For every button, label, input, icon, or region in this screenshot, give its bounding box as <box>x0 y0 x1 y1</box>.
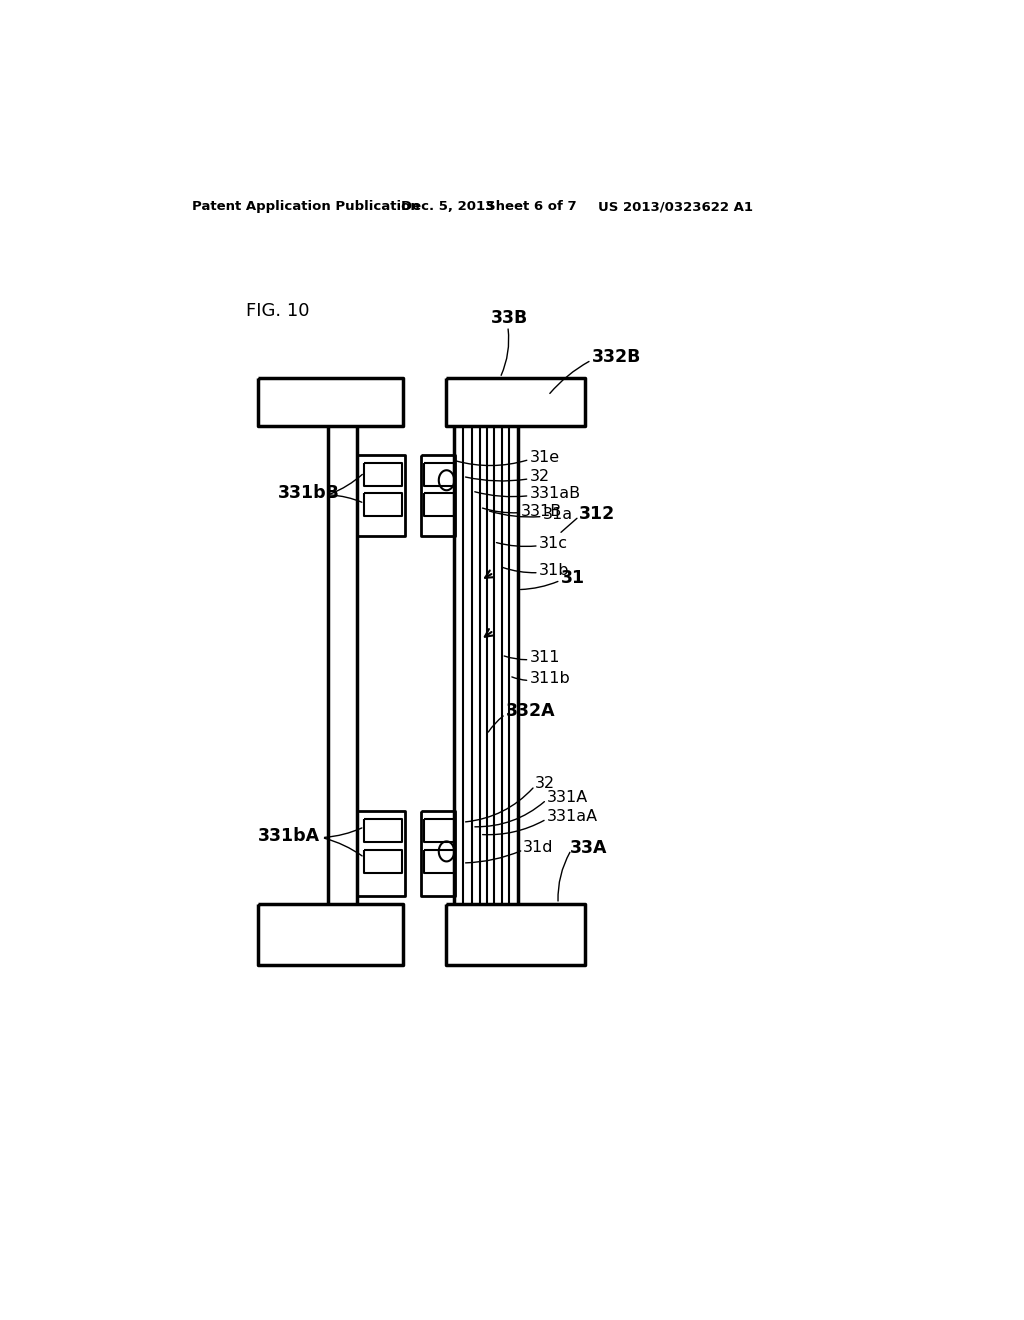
Text: 331aA: 331aA <box>547 809 598 824</box>
Text: 33B: 33B <box>490 309 528 327</box>
Text: 331bB: 331bB <box>278 484 339 503</box>
Text: 31c: 31c <box>539 536 567 550</box>
Text: FIG. 10: FIG. 10 <box>246 302 309 319</box>
Text: 331aB: 331aB <box>529 486 581 500</box>
Text: 311: 311 <box>529 649 560 665</box>
Text: 311b: 311b <box>529 671 570 685</box>
Text: 332A: 332A <box>506 702 555 721</box>
Text: 331A: 331A <box>547 789 588 805</box>
Text: Sheet 6 of 7: Sheet 6 of 7 <box>486 201 577 214</box>
Text: 33A: 33A <box>569 838 607 857</box>
Text: Patent Application Publication: Patent Application Publication <box>191 201 419 214</box>
Text: 32: 32 <box>535 776 555 791</box>
Text: 331B: 331B <box>521 503 562 519</box>
Text: 31b: 31b <box>539 562 569 578</box>
Text: Dec. 5, 2013: Dec. 5, 2013 <box>400 201 495 214</box>
Text: 31: 31 <box>560 569 585 587</box>
Text: 31a: 31a <box>543 507 572 521</box>
Text: 31d: 31d <box>523 840 554 855</box>
Text: 312: 312 <box>579 506 615 523</box>
Text: US 2013/0323622 A1: US 2013/0323622 A1 <box>598 201 754 214</box>
Text: 32: 32 <box>529 469 550 484</box>
Text: 332B: 332B <box>592 348 641 366</box>
Text: 31e: 31e <box>529 450 559 465</box>
Text: 331bA: 331bA <box>258 828 321 845</box>
